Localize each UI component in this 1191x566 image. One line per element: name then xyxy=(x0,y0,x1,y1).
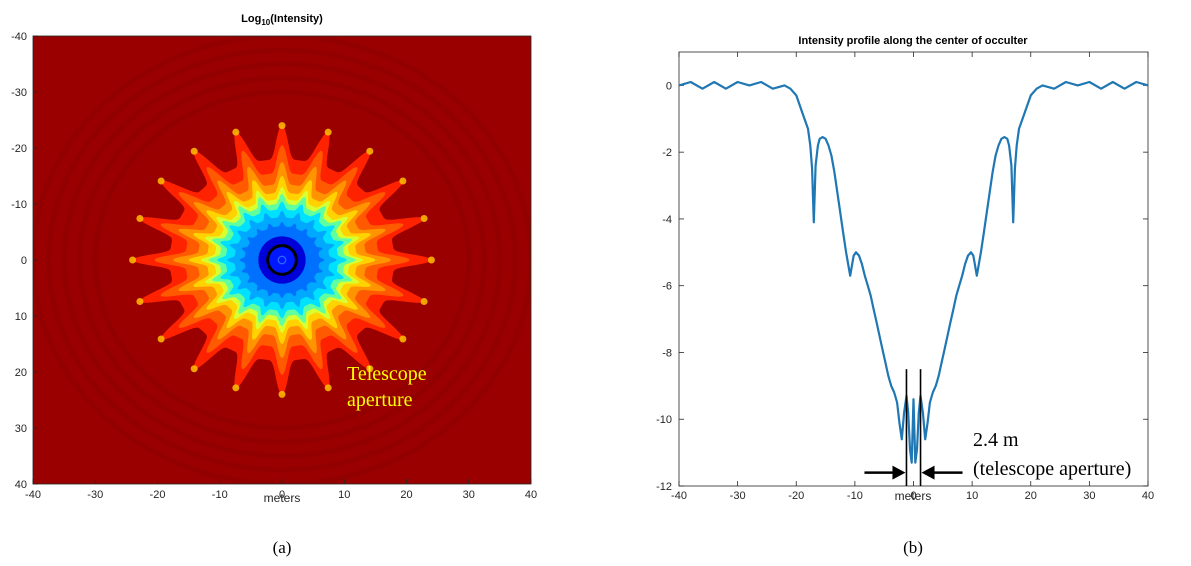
aperture-markers xyxy=(864,369,963,486)
panel-label-b: (b) xyxy=(903,538,923,557)
core-inner xyxy=(267,245,297,275)
heatmap-x-tick-label: -30 xyxy=(87,489,103,501)
line-x-tick-label: -10 xyxy=(847,490,863,502)
petal-tip xyxy=(366,365,374,373)
petal-tip xyxy=(427,256,435,264)
line-x-tick-label: 10 xyxy=(966,490,978,502)
line-chart-panel: Intensity profile along the center of oc… xyxy=(656,35,1154,557)
petal-tip xyxy=(278,390,286,398)
line-y-tick-label: 0 xyxy=(666,80,672,92)
petal-tip xyxy=(420,214,428,222)
intensity-profile-line xyxy=(678,80,1149,464)
petal-tip xyxy=(190,147,198,155)
telescope-annotation-line1: Telescope xyxy=(347,363,427,385)
line-y-tick-label: -8 xyxy=(662,347,672,359)
ripple-ring xyxy=(46,47,518,473)
line-x-tick-label: 0 xyxy=(910,490,916,502)
heatmap-y-tick-label: 10 xyxy=(15,311,27,323)
ripple-ring xyxy=(92,89,472,431)
line-y-tick-label: -6 xyxy=(662,281,672,293)
line-x-tick-label: 30 xyxy=(1083,490,1095,502)
heatmap-x-tick-label: 40 xyxy=(525,489,537,501)
aperture-left-arrowhead xyxy=(892,465,906,480)
line-y-tick-label: -4 xyxy=(662,214,672,226)
telescope-annotation-line2: aperture xyxy=(347,389,413,411)
petal-tip xyxy=(399,335,407,343)
ripple-ring xyxy=(61,61,503,459)
line-x-tick-label: 20 xyxy=(1025,490,1037,502)
heatmap-y-tick-label: -30 xyxy=(11,87,27,99)
line-y-tick-label: -12 xyxy=(656,481,672,493)
petal-tip xyxy=(278,122,286,130)
heatmap-y-tick-label: -10 xyxy=(11,199,27,211)
heatmap-y-ticks: -40 -30 -20 -10 0 10 20 30 40 xyxy=(11,31,38,491)
heatmap-y-tick-label: -40 xyxy=(11,31,27,43)
central-shadow xyxy=(258,236,306,284)
heatmap-y-tick-label: 30 xyxy=(15,423,27,435)
petal-tip xyxy=(324,384,332,392)
petal-tip xyxy=(157,177,165,185)
petal-tip xyxy=(420,298,428,306)
line-chart-title: Intensity profile along the center of oc… xyxy=(798,35,1028,47)
heatmap-x-tick-label: 10 xyxy=(338,489,350,501)
center-dot xyxy=(277,255,287,265)
line-y-tick-label: -10 xyxy=(656,414,672,426)
petal-tip xyxy=(232,128,240,136)
aperture-label-line1: 2.4 m xyxy=(973,429,1019,451)
heatmap-y-tick-label: 0 xyxy=(21,255,27,267)
aperture-right-arrowhead xyxy=(921,465,935,480)
petal-tip xyxy=(366,147,374,155)
heatmap-y-tick-label: 20 xyxy=(15,367,27,379)
line-x-tick-label: -30 xyxy=(730,490,746,502)
heatmap-x-tick-label: 0 xyxy=(279,489,285,501)
heatmap-x-tick-label: -40 xyxy=(25,489,41,501)
petal-tip xyxy=(399,177,407,185)
aperture-label-line2: (telescope aperture) xyxy=(973,458,1131,480)
heatmap-y-tick-label: -20 xyxy=(11,143,27,155)
heatmap-x-label: meters xyxy=(264,491,301,505)
line-x-tick-label: 40 xyxy=(1142,490,1154,502)
heatmap-panel: Log10(Intensity) -40 -30 -20 -10 0 10 20 30 40 -… xyxy=(11,13,537,557)
petal-tip xyxy=(232,384,240,392)
panel-label-a: (a) xyxy=(273,538,292,557)
petal-tip xyxy=(129,256,137,264)
line-x-tick-label: -40 xyxy=(671,490,687,502)
heatmap-x-tick-label: -10 xyxy=(212,489,228,501)
line-x-ticks: -40 -30 -20 -10 0 10 20 30 40 xyxy=(671,52,1154,502)
ripple-ring xyxy=(77,75,487,445)
petal-tip xyxy=(190,365,198,373)
heatmap-x-tick-label: 20 xyxy=(400,489,412,501)
line-y-ticks: 0 -2 -4 -6 -8 -10 -12 xyxy=(656,80,1148,493)
line-x-label: meters xyxy=(895,489,932,503)
petal-tip xyxy=(324,128,332,136)
aperture-circle xyxy=(266,244,298,276)
heatmap-x-tick-label: 30 xyxy=(463,489,475,501)
line-y-tick-label: -2 xyxy=(662,147,672,159)
petal-tip xyxy=(157,335,165,343)
petal-tip xyxy=(136,298,144,306)
heatmap-title: Log10(Intensity) xyxy=(241,13,323,27)
line-x-tick-label: -20 xyxy=(788,490,804,502)
heatmap-y-tick-label: 40 xyxy=(15,479,27,491)
heatmap-x-tick-label: -20 xyxy=(150,489,166,501)
heatmap-x-ticks: -40 -30 -20 -10 0 10 20 30 40 xyxy=(25,479,537,501)
petal-tip xyxy=(136,214,144,222)
